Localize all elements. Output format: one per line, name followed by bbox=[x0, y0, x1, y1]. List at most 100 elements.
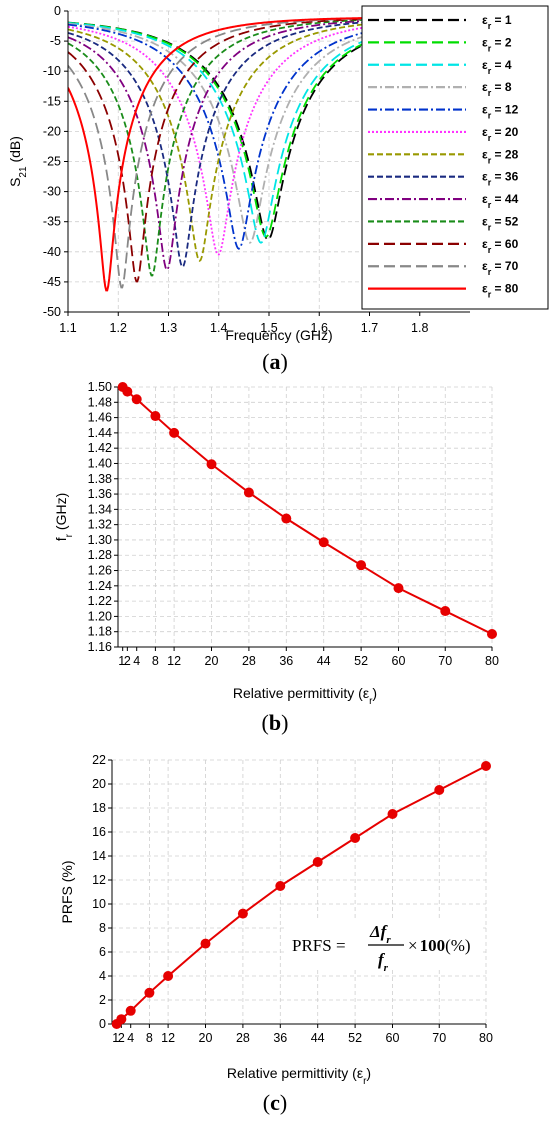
panel-label-a: (a) bbox=[262, 349, 288, 374]
legend-value: = 8 bbox=[491, 80, 512, 94]
legend-eps: ε bbox=[482, 282, 488, 296]
legend-sub: r bbox=[488, 155, 492, 165]
legend-eps: ε bbox=[482, 80, 488, 94]
x-tick-label: 8 bbox=[146, 1031, 153, 1045]
legend-value: = 28 bbox=[491, 147, 518, 161]
y-tick-label: -15 bbox=[43, 94, 61, 108]
legend-label-11: εr = 70 bbox=[482, 259, 519, 277]
legend-value: = 36 bbox=[491, 170, 518, 184]
legend-sub: r bbox=[488, 43, 492, 53]
data-point-12 bbox=[487, 629, 497, 639]
y-axis-label: PRFS (%) bbox=[59, 861, 75, 924]
data-point-1 bbox=[122, 386, 133, 397]
y-tick-label: 12 bbox=[92, 873, 106, 887]
y-tick-label: 18 bbox=[92, 801, 106, 815]
legend-sub: r bbox=[488, 290, 492, 300]
x-tick-label: 20 bbox=[199, 1031, 213, 1045]
y-tick-label: 4 bbox=[99, 969, 106, 983]
legend-sub: r bbox=[488, 200, 492, 210]
data-point-9 bbox=[350, 833, 361, 843]
series-line-5 bbox=[68, 18, 470, 256]
xlabel-sub: r bbox=[369, 696, 373, 707]
series-line bbox=[121, 386, 493, 635]
data-point-2 bbox=[131, 394, 142, 405]
ylabel-main: f bbox=[53, 537, 69, 541]
y-tick-label: -25 bbox=[43, 155, 61, 169]
legend-value: = 52 bbox=[491, 214, 518, 228]
formula-bg bbox=[286, 918, 482, 970]
chart-a: 1.1 1.2 1.3 1.4 1.5 1.6 1.7 1.8 0 -5 -10 -15 -20 -25 -… bbox=[7, 4, 549, 374]
series-line bbox=[115, 765, 487, 1025]
data-point-5 bbox=[200, 938, 211, 949]
x-tick-label: 52 bbox=[354, 654, 368, 668]
legend-label-6: εr = 28 bbox=[482, 147, 519, 165]
x-tick-label: 1.6 bbox=[311, 321, 328, 335]
y-tick-label: 0 bbox=[99, 1017, 106, 1031]
x-tick-label: 60 bbox=[386, 1031, 400, 1045]
legend-sub: r bbox=[488, 21, 492, 31]
x-tick-label: 2 bbox=[124, 654, 131, 668]
data-point-4 bbox=[163, 971, 174, 981]
y-tick-label: 6 bbox=[99, 945, 106, 959]
x-tick-label: 44 bbox=[311, 1031, 325, 1045]
legend-label-9: εr = 52 bbox=[482, 214, 519, 232]
legend-label-8: εr = 44 bbox=[482, 192, 519, 210]
y-tick-label: -40 bbox=[43, 245, 61, 259]
legend-label-12: εr = 80 bbox=[482, 282, 519, 300]
x-tick-label: 1.2 bbox=[110, 321, 127, 335]
y-tick-label: 1.46 bbox=[88, 411, 112, 425]
y-tick-label: 1.20 bbox=[88, 609, 112, 623]
x-tick-label: 1.4 bbox=[210, 321, 227, 335]
unit: (%) bbox=[445, 936, 470, 955]
x-tick-label: 80 bbox=[479, 1031, 493, 1045]
xlabel-main: Relative permittivity (ε bbox=[233, 685, 369, 701]
x-tick-label: 44 bbox=[317, 654, 331, 668]
y-tick-label: 1.26 bbox=[88, 564, 112, 578]
y-tick-label: -30 bbox=[43, 185, 61, 199]
times: × bbox=[408, 936, 418, 955]
paren-close: ) bbox=[281, 710, 288, 735]
data-point-10 bbox=[393, 583, 404, 594]
x-tick-label: 52 bbox=[348, 1031, 362, 1045]
x-tick-label: 36 bbox=[279, 654, 293, 668]
y-axis-label: S21 (dB) bbox=[7, 136, 29, 187]
y-tick-label: 1.24 bbox=[88, 579, 112, 593]
x-axis-label: Frequency (GHz) bbox=[225, 327, 332, 343]
legend-label-10: εr = 60 bbox=[482, 237, 519, 255]
legend-label-2: εr = 4 bbox=[482, 58, 512, 76]
paren-close: ) bbox=[281, 349, 288, 374]
paren-open: ( bbox=[262, 710, 269, 735]
data-point-2 bbox=[125, 1005, 136, 1016]
x-tick-label: 1.8 bbox=[411, 321, 428, 335]
legend-sub: r bbox=[488, 178, 492, 188]
data-point-9 bbox=[356, 560, 367, 571]
x-tick-label: 70 bbox=[432, 1031, 446, 1045]
factor: 100 bbox=[420, 936, 446, 955]
x-tick-label: 2 bbox=[118, 1031, 125, 1045]
legend-value: = 1 bbox=[491, 13, 512, 27]
y-tick-label: 20 bbox=[92, 777, 106, 791]
x-tick-label: 36 bbox=[273, 1031, 287, 1045]
legend-eps: ε bbox=[482, 125, 488, 139]
y-tick-label: 1.36 bbox=[88, 487, 112, 501]
x-tick-label: 20 bbox=[205, 654, 219, 668]
xlabel-sub: r bbox=[363, 1076, 367, 1087]
num-main: Δf bbox=[369, 922, 389, 941]
series-line-4 bbox=[68, 19, 470, 250]
x-axis-label: Relative permittivity (εr) bbox=[227, 1065, 371, 1087]
x-tick-label: 1 bbox=[112, 1031, 119, 1045]
paren-close: ) bbox=[280, 1090, 287, 1115]
panel-letter: c bbox=[270, 1090, 280, 1115]
x-axis-label: Relative permittivity (εr) bbox=[233, 685, 377, 707]
formula-denominator: fr bbox=[378, 950, 389, 974]
legend-eps: ε bbox=[482, 237, 488, 251]
y-tick-label: 1.28 bbox=[88, 548, 112, 562]
data-point-5 bbox=[206, 459, 217, 470]
legend-value: = 70 bbox=[491, 259, 518, 273]
y-tick-label: 14 bbox=[92, 849, 106, 863]
series-line-11 bbox=[68, 16, 470, 289]
x-tick-label: 12 bbox=[167, 654, 181, 668]
panel-label-c: (c) bbox=[263, 1090, 287, 1115]
